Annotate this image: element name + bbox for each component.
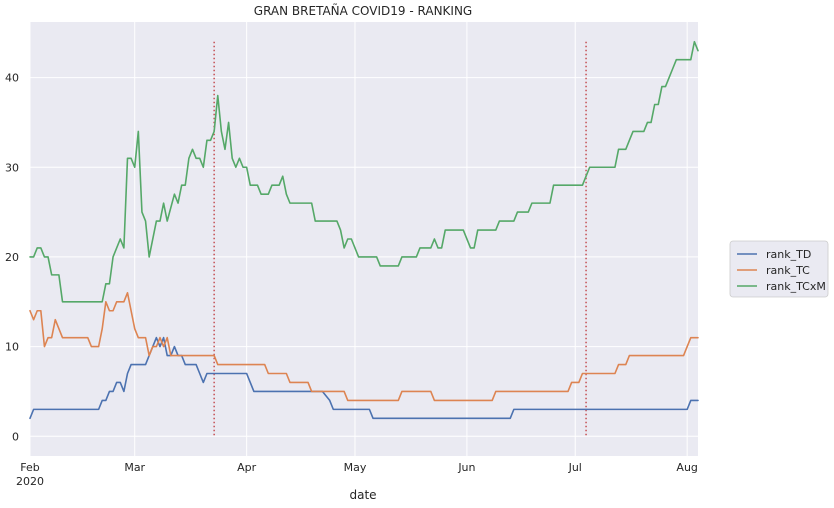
legend-label: rank_TD — [766, 248, 811, 261]
x-tick-label: Aug — [676, 461, 697, 474]
legend-label: rank_TCxM — [766, 280, 826, 293]
x-tick-label: Mar — [124, 461, 145, 474]
y-axis: 0 10 20 30 40 — [5, 72, 19, 444]
y-tick-label: 20 — [5, 251, 19, 264]
x-tick-label: Feb — [20, 461, 39, 474]
x-tick-label: Apr — [237, 461, 257, 474]
y-tick-label: 10 — [5, 341, 19, 354]
legend-box — [729, 240, 829, 298]
y-tick-label: 40 — [5, 72, 19, 85]
y-tick-label: 30 — [5, 161, 19, 174]
gridlines — [29, 22, 698, 456]
x-tick-label: Jul — [568, 461, 582, 474]
x-tick-sublabel: 2020 — [16, 475, 44, 488]
legend-label: rank_TC — [766, 264, 810, 277]
x-axis-title: date — [349, 488, 376, 502]
legend: rank_TD rank_TC rank_TCxM — [729, 240, 829, 298]
x-tick-label: May — [344, 461, 367, 474]
plot-area — [30, 22, 698, 456]
series-line-rank_TD — [29, 336, 699, 420]
x-tick-label: Jun — [457, 461, 475, 474]
chart-title: GRAN BRETAÑA COVID19 - RANKING — [254, 3, 472, 18]
reference-lines — [213, 41, 587, 437]
series-line-rank_TC — [29, 291, 699, 402]
series-lines — [29, 40, 699, 420]
series-line-rank_TCxM — [29, 40, 699, 303]
y-tick-label: 0 — [12, 430, 19, 443]
